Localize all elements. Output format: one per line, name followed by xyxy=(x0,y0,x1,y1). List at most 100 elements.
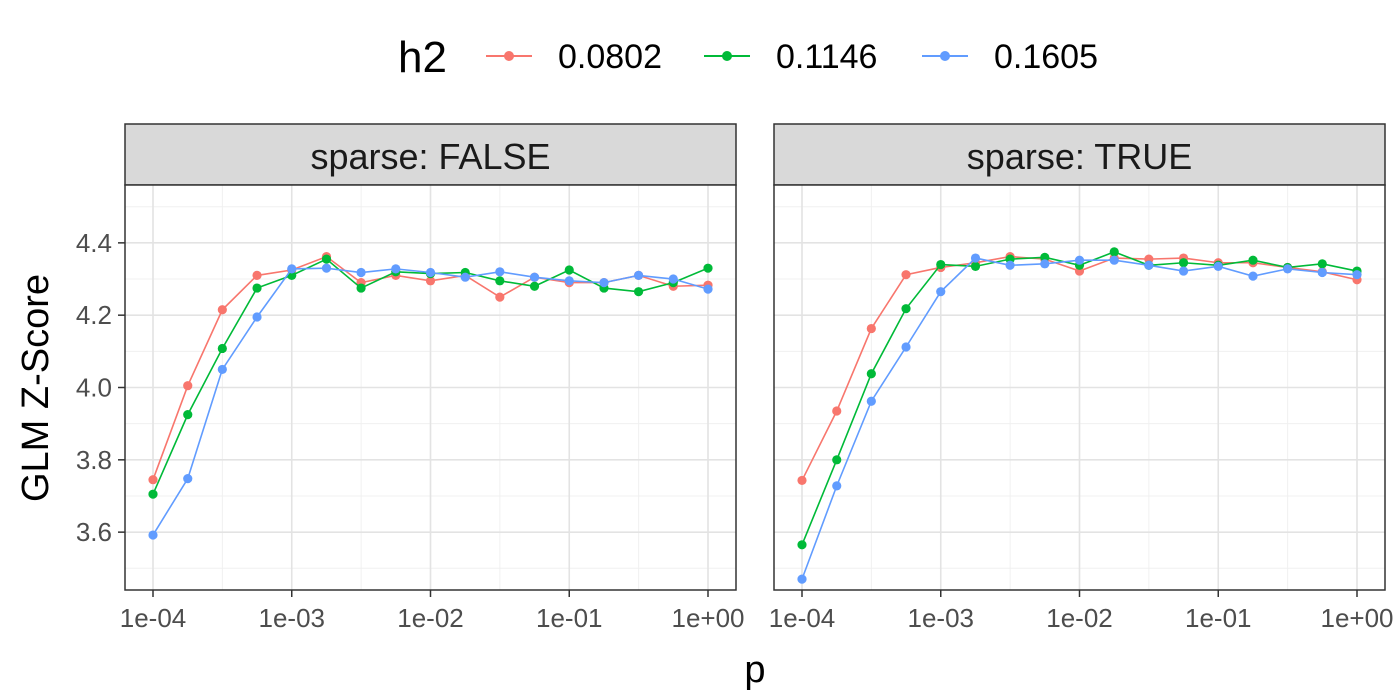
x-tick-label: 1e-01 xyxy=(536,603,603,633)
data-point xyxy=(832,406,842,416)
data-point xyxy=(797,540,807,550)
data-point xyxy=(1109,255,1119,265)
y-tick-label: 4.4 xyxy=(76,228,112,258)
data-point xyxy=(1317,267,1327,278)
data-point xyxy=(495,292,505,302)
y-tick-label: 4.2 xyxy=(76,300,112,330)
x-tick-label: 1e-04 xyxy=(769,603,836,633)
facet-strip-label: sparse: TRUE xyxy=(967,136,1192,177)
data-point xyxy=(1282,264,1293,274)
data-point xyxy=(668,274,678,284)
data-point xyxy=(321,254,332,264)
data-point xyxy=(1109,247,1119,257)
x-tick-label: 1e-01 xyxy=(1185,603,1252,633)
legend: h2 0.0802 0.1146 0.1605 xyxy=(398,33,1098,82)
legend-entry-0.1146: 0.1146 xyxy=(704,38,877,76)
series-0.1605 xyxy=(148,263,713,540)
data-point xyxy=(529,281,540,291)
data-point xyxy=(391,264,401,274)
legend-title: h2 xyxy=(398,33,447,82)
y-axis-title: GLM Z-Score xyxy=(15,274,57,502)
facet-panel-1: sparse: FALSE 1e-04 1e-03 1e-02 1e-01 1e+00 3.… xyxy=(76,123,745,633)
data-point xyxy=(1040,259,1050,269)
x-axis-title: p xyxy=(744,649,765,691)
data-point xyxy=(901,270,911,280)
data-point xyxy=(252,312,262,322)
data-point xyxy=(183,381,193,391)
data-point xyxy=(1005,260,1015,270)
x-tick-label: 1e-03 xyxy=(259,603,326,633)
series-0.1605 xyxy=(797,253,1362,584)
y-tick-label: 3.6 xyxy=(76,517,112,547)
legend-entry-0.0802: 0.0802 xyxy=(486,38,662,76)
data-point xyxy=(832,481,842,491)
data-point xyxy=(1248,255,1258,265)
x-tick-label: 1e+00 xyxy=(1320,603,1393,633)
legend-label: 0.1605 xyxy=(994,38,1098,76)
data-point xyxy=(217,305,227,315)
x-axis: 1e-04 1e-03 1e-02 1e-01 1e+00 xyxy=(120,590,745,633)
grid xyxy=(774,185,1385,590)
data-point xyxy=(866,396,876,406)
data-point xyxy=(1144,260,1154,270)
data-point xyxy=(217,364,227,375)
data-point xyxy=(970,253,981,263)
data-point xyxy=(1352,270,1362,280)
x-tick-label: 1e-04 xyxy=(120,603,187,633)
data-point xyxy=(633,287,644,297)
data-point xyxy=(460,272,470,282)
data-point xyxy=(866,323,876,334)
legend-key-point xyxy=(504,51,514,61)
data-point xyxy=(183,410,193,420)
data-point xyxy=(832,455,842,465)
facet-strip xyxy=(124,123,737,186)
data-point xyxy=(901,342,911,352)
data-point xyxy=(703,284,713,294)
data-point xyxy=(703,263,713,273)
data-point xyxy=(797,475,807,486)
data-point xyxy=(564,265,574,275)
x-tick-label: 1e-03 xyxy=(908,603,975,633)
y-tick-label: 4.0 xyxy=(76,373,112,403)
x-tick-label: 1e-02 xyxy=(1046,603,1113,633)
data-point xyxy=(356,267,366,278)
data-point xyxy=(797,574,807,584)
data-point xyxy=(356,283,366,293)
data-point xyxy=(321,263,332,273)
data-point xyxy=(1248,271,1258,281)
data-point xyxy=(1040,252,1050,262)
data-point xyxy=(1178,258,1189,268)
facet-strip-label: sparse: FALSE xyxy=(310,136,550,177)
y-tick-label: 3.8 xyxy=(76,445,112,475)
data-point xyxy=(936,259,946,270)
legend-label: 0.1146 xyxy=(776,38,877,76)
legend-key-point xyxy=(722,51,732,61)
data-point xyxy=(633,270,644,280)
data-point xyxy=(1317,259,1327,269)
x-axis: 1e-04 1e-03 1e-02 1e-01 1e+00 xyxy=(769,590,1394,633)
data-point xyxy=(148,489,158,499)
legend-entry-0.1605: 0.1605 xyxy=(922,38,1098,76)
data-point xyxy=(564,276,574,286)
data-point xyxy=(1074,255,1085,265)
legend-label: 0.0802 xyxy=(558,38,662,76)
data-point xyxy=(1178,266,1189,276)
data-point xyxy=(217,343,227,354)
data-point xyxy=(866,369,876,379)
data-point xyxy=(183,474,193,484)
x-tick-label: 1e+00 xyxy=(671,603,744,633)
data-point xyxy=(252,270,262,280)
data-point xyxy=(148,530,158,540)
facet-panel-2: sparse: TRUE 1e-04 1e-03 1e-02 1e-01 1e+00 xyxy=(769,123,1394,633)
y-axis: 3.6 3.8 4.0 4.2 4.4 xyxy=(76,228,125,547)
data-point xyxy=(495,276,505,286)
data-point xyxy=(936,287,946,297)
data-point xyxy=(1213,261,1223,271)
data-point xyxy=(148,475,158,485)
data-point xyxy=(901,304,911,314)
data-point xyxy=(970,261,981,271)
data-point xyxy=(425,276,436,286)
legend-key-point xyxy=(940,51,950,61)
data-point xyxy=(287,264,297,274)
